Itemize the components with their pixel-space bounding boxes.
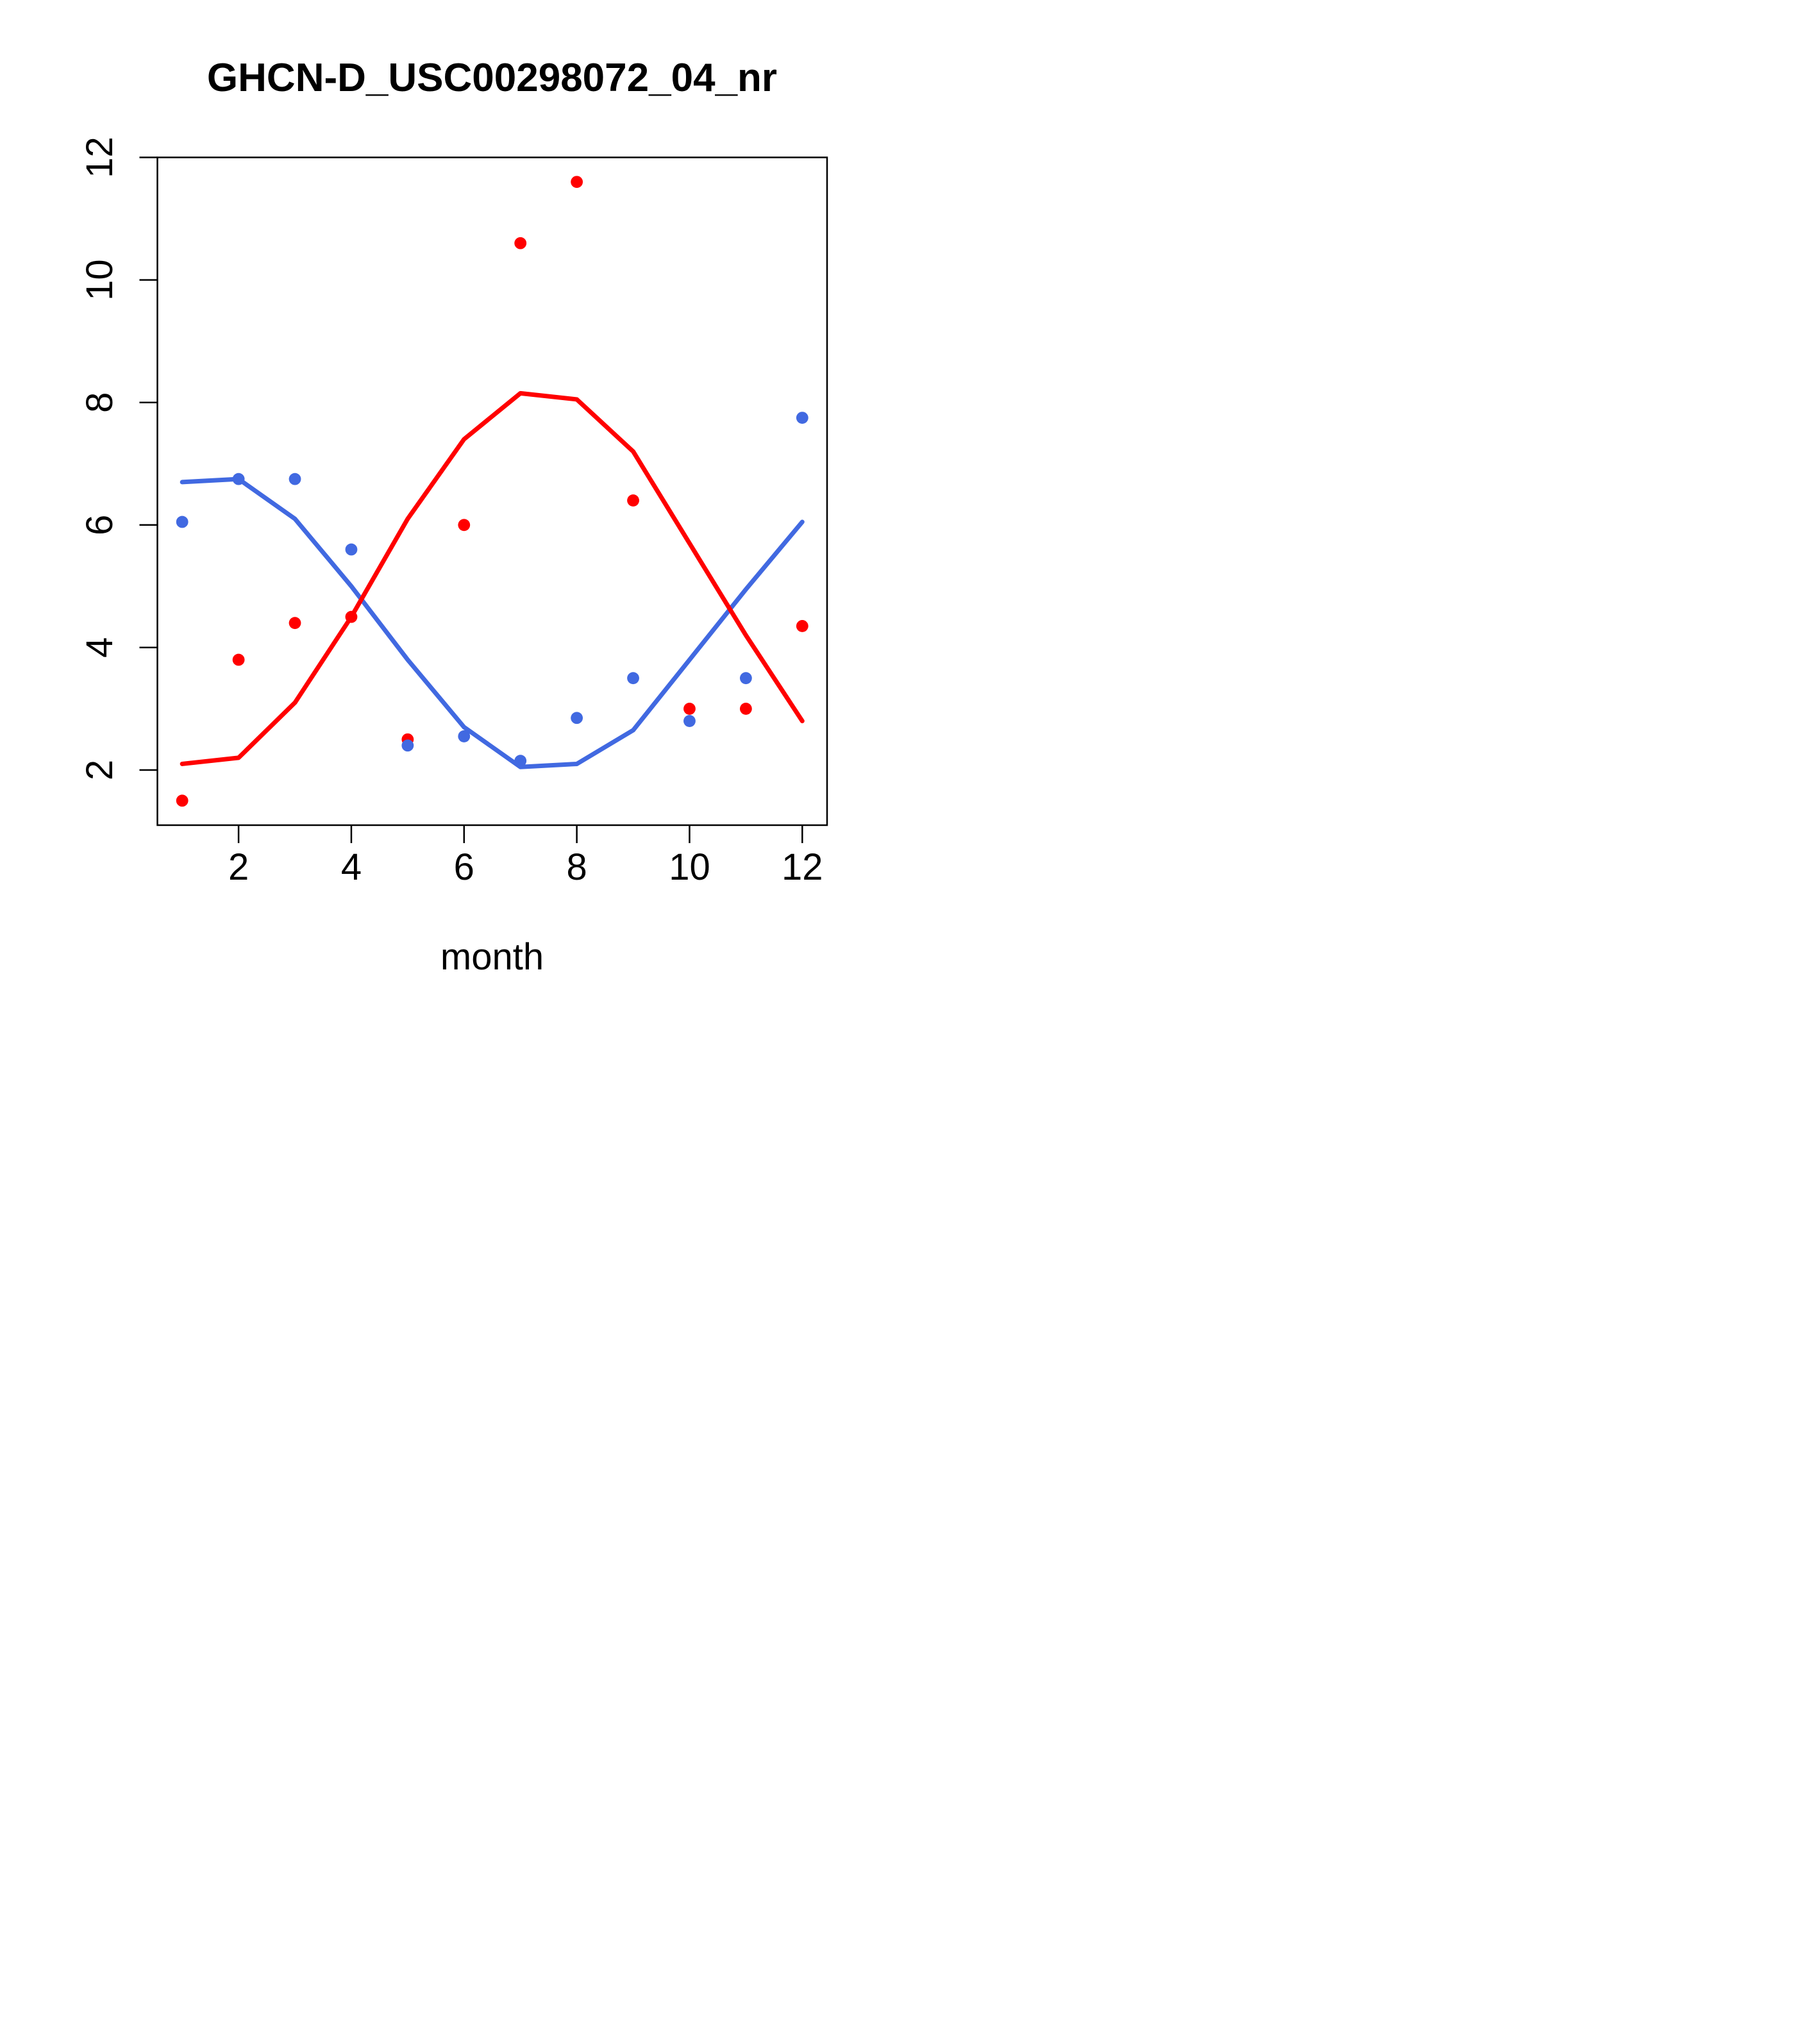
data-point-red-points: [796, 620, 808, 632]
series-blue-line: [180, 476, 805, 769]
y-tick-label: 6: [79, 515, 121, 535]
data-point-blue-points: [345, 543, 358, 556]
data-point-blue-points: [458, 730, 471, 742]
data-point-blue-points: [401, 739, 414, 752]
series-red-line: [180, 390, 805, 766]
data-point-blue-points: [683, 715, 696, 727]
x-axis-label: month: [440, 936, 544, 978]
figure-canvas: GHCN-D_USC00298072_04_nr 2 4 6 8 10 12 2 4 6 8 10 1…: [0, 0, 908, 1022]
x-tick-label: 6: [454, 846, 474, 888]
y-tick-label: 4: [79, 637, 121, 658]
data-point-red-points: [571, 176, 583, 188]
data-point-red-points: [739, 703, 752, 715]
chart-title: GHCN-D_USC00298072_04_nr: [206, 56, 778, 100]
data-point-blue-points: [176, 515, 188, 528]
data-point-red-points: [683, 703, 696, 715]
x-tick-label: 10: [669, 846, 710, 888]
data-point-red-points: [176, 794, 188, 807]
y-tick-label: 10: [79, 259, 121, 301]
x-tick-label: 2: [228, 846, 249, 888]
data-point-red-points: [458, 519, 471, 532]
y-tick-label: 2: [79, 760, 121, 780]
chart-plot: 2 4 6 8 10 12 2 4 6 8 10 12: [79, 137, 828, 888]
data-point-red-points: [232, 653, 245, 666]
x-tick-label: 12: [782, 846, 823, 888]
x-tick-label: 8: [566, 846, 587, 888]
data-point-red-points: [514, 237, 527, 249]
data-point-red-points: [627, 494, 639, 507]
data-point-blue-points: [571, 712, 583, 725]
y-tick-label: 8: [79, 392, 121, 413]
y-tick-label: 12: [79, 137, 121, 178]
data-point-red-points: [289, 617, 301, 630]
plot-box: [156, 156, 828, 826]
data-point-blue-points: [627, 672, 639, 685]
data-point-blue-points: [739, 672, 752, 685]
data-point-blue-points: [289, 473, 301, 485]
x-tick-label: 4: [341, 846, 362, 888]
data-point-blue-points: [796, 412, 808, 424]
